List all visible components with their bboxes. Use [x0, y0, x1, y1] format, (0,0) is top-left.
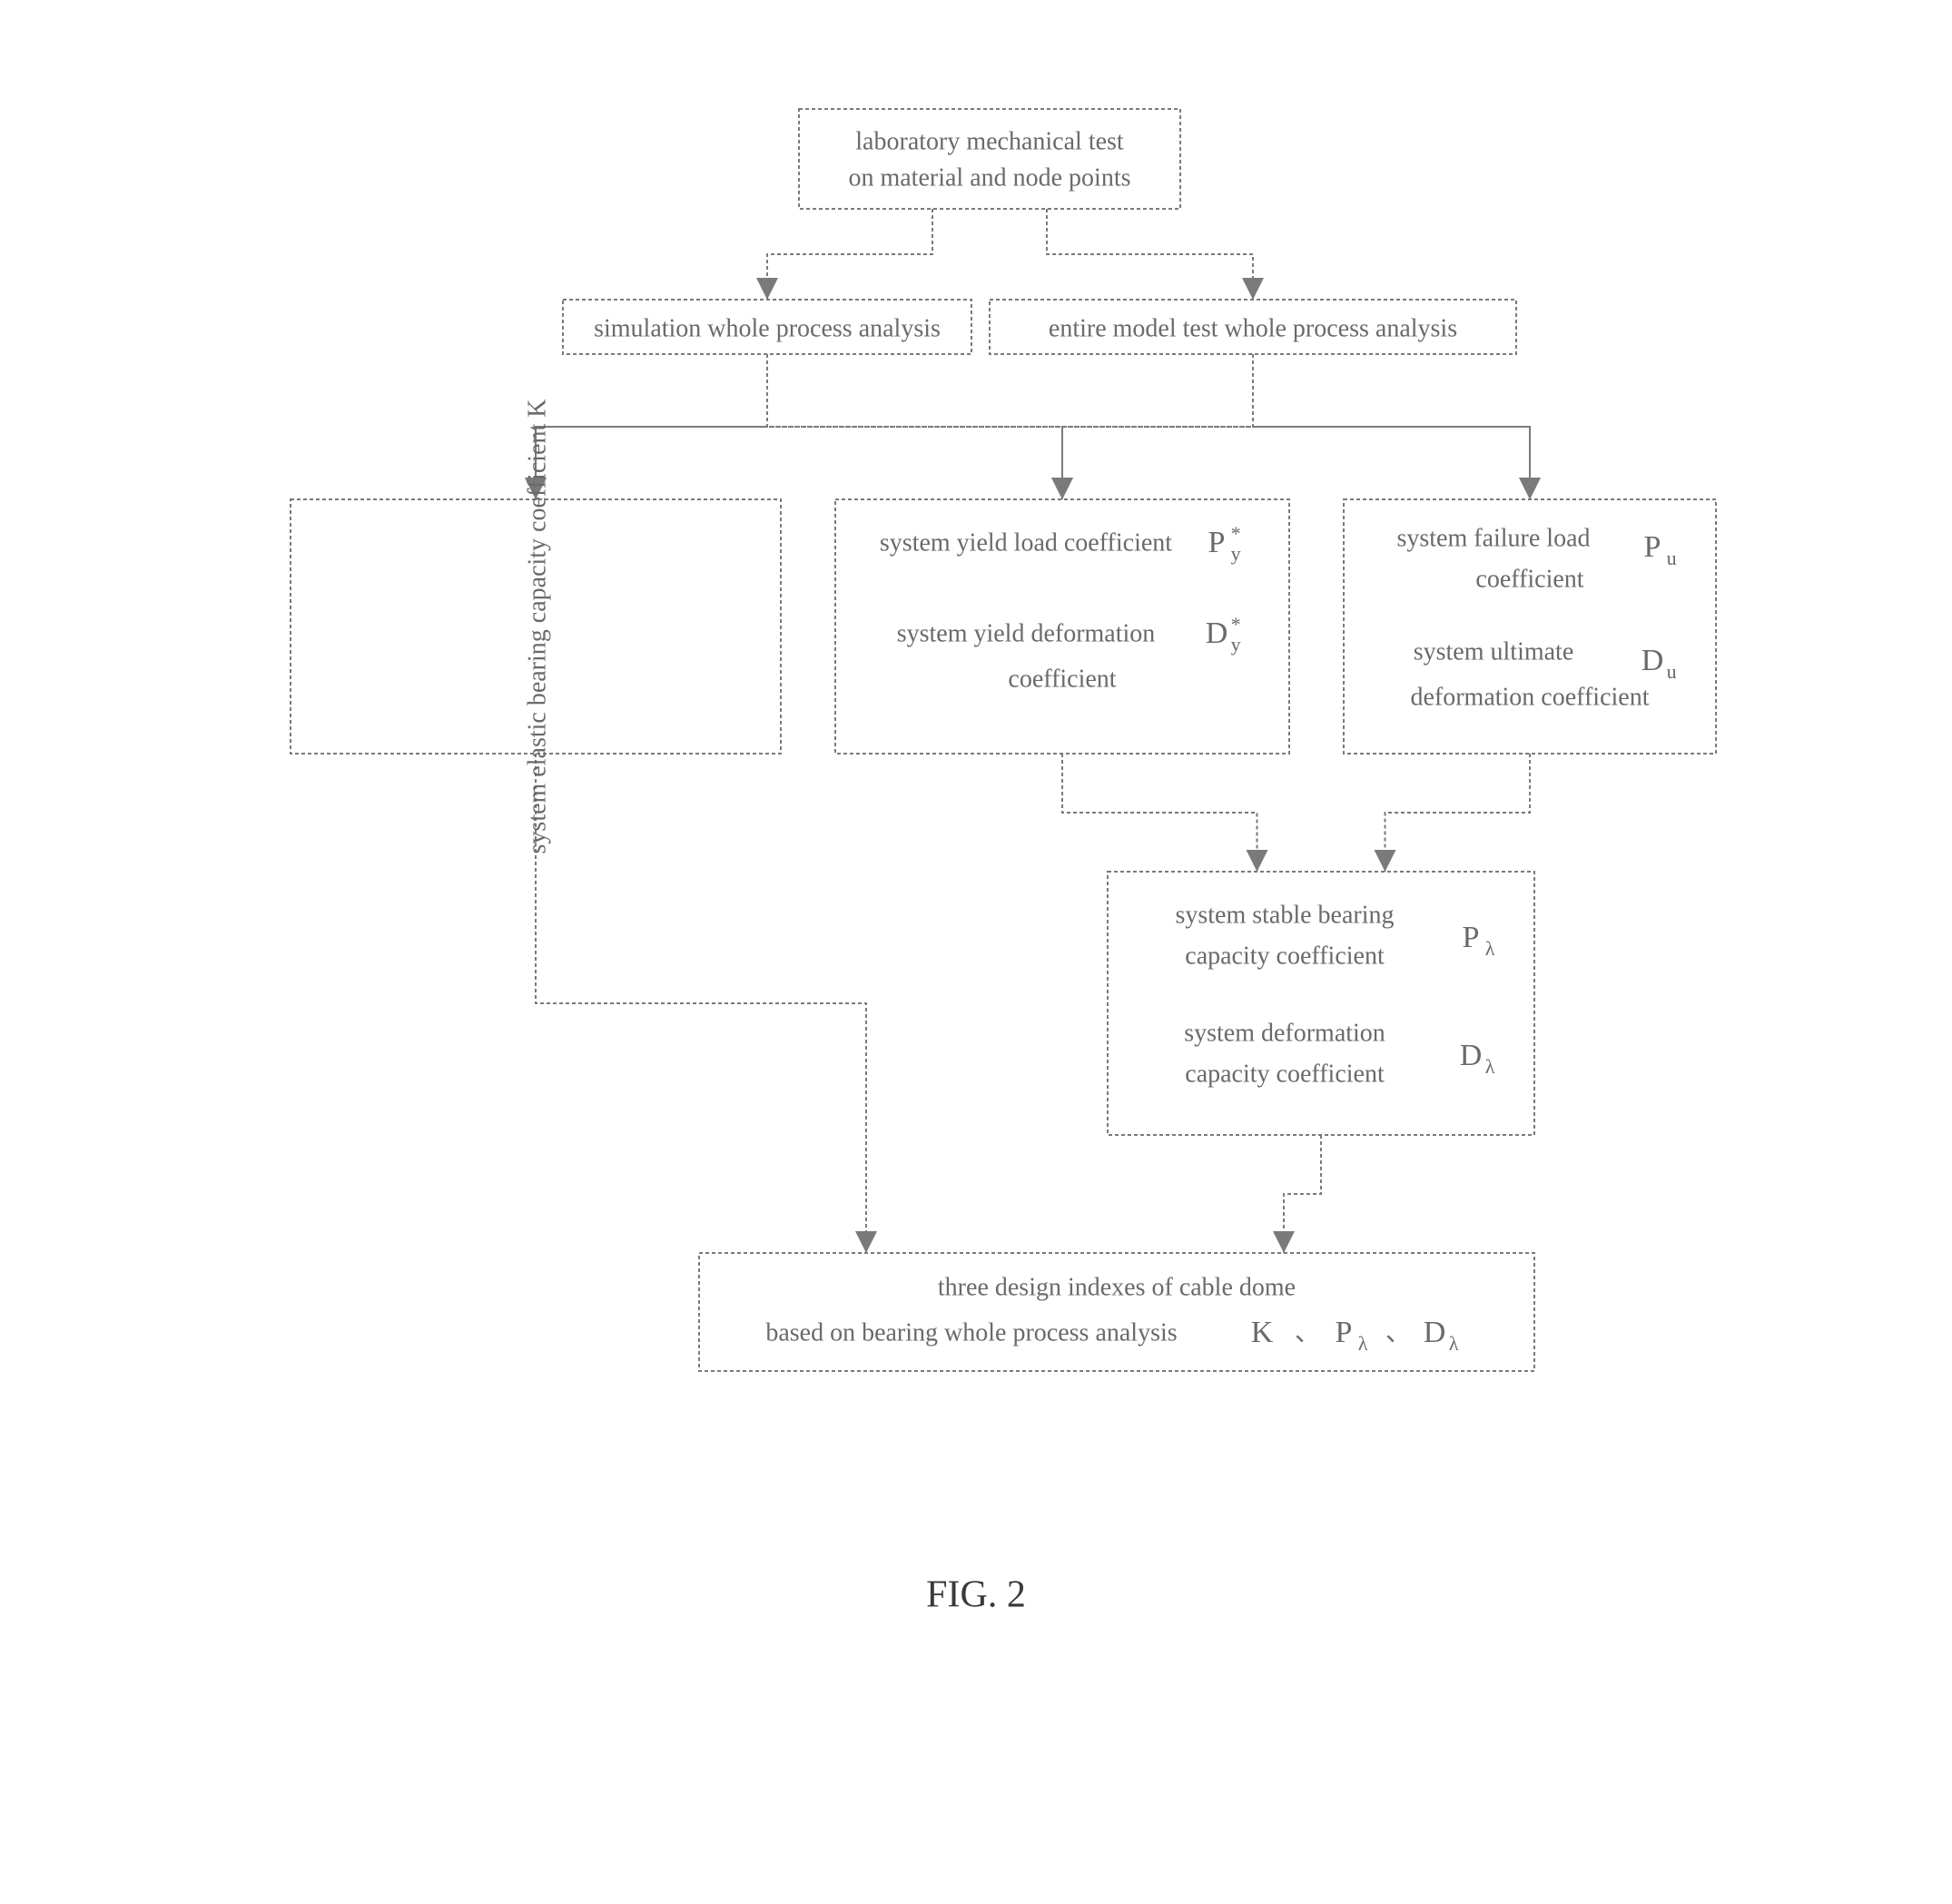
figure-label: FIG. 2 [926, 1574, 1026, 1616]
arrow-head [1519, 478, 1541, 499]
labels.E.l2: based on bearing whole process analysis [765, 1318, 1177, 1347]
svg-text:λ: λ [1485, 937, 1495, 960]
labels.C2.l2: system yield deformation [897, 619, 1156, 647]
svg-text:D: D [1206, 617, 1228, 650]
arrow-head [1247, 850, 1268, 872]
sym-C2-P: P*y [1208, 522, 1241, 565]
svg-text:P: P [1463, 921, 1480, 954]
labels.C2.l1: system yield load coefficient [880, 528, 1172, 557]
arrow-head [1375, 850, 1396, 872]
connector [536, 754, 866, 1253]
labels.B1.l1: simulation whole process analysis [594, 314, 941, 342]
labels.C3.l2: coefficient [1475, 565, 1583, 593]
svg-text:D: D [1641, 644, 1664, 677]
arrow-head [756, 278, 778, 300]
svg-text:y: y [1231, 633, 1241, 656]
svg-text:u: u [1667, 547, 1677, 569]
sym-E-K: K [1251, 1316, 1274, 1349]
arrow-head [1242, 278, 1264, 300]
sym-E-P: Pλ [1336, 1316, 1368, 1355]
sym-C3-D: Du [1641, 644, 1677, 683]
svg-text:P: P [1336, 1316, 1353, 1349]
sym-D-P: Pλ [1463, 921, 1495, 960]
labels.D.l4: capacity coefficient [1185, 1060, 1385, 1088]
svg-text:u: u [1667, 660, 1677, 683]
labels.D.l1: system stable bearing [1175, 901, 1394, 929]
connector [1047, 209, 1253, 300]
arrow-head [1273, 1231, 1295, 1253]
labels.C3.l1: system failure load [1396, 524, 1590, 552]
svg-text:λ: λ [1358, 1332, 1368, 1355]
arrow-head [855, 1231, 877, 1253]
labels.C3.l3: system ultimate [1414, 637, 1574, 666]
svg-text:K: K [1251, 1316, 1274, 1349]
svg-text:y: y [1231, 542, 1241, 565]
box-A [799, 109, 1180, 209]
svg-text:λ: λ [1449, 1332, 1459, 1355]
svg-text:P: P [1644, 530, 1661, 564]
sym-E-D: Dλ [1424, 1316, 1459, 1355]
box-E [699, 1253, 1534, 1371]
arrow-head [1051, 478, 1073, 499]
svg-text:D: D [1424, 1316, 1446, 1349]
connector [1062, 754, 1257, 872]
labels.D.l3: system deformation [1184, 1019, 1385, 1047]
svg-text:λ: λ [1485, 1055, 1495, 1078]
labels.A.l2: on material and node points [848, 163, 1130, 192]
labels.D.l2: capacity coefficient [1185, 942, 1385, 970]
labels.E.sep2: 、 [1385, 1318, 1411, 1347]
svg-text:D: D [1460, 1039, 1483, 1072]
labels.B2.l1: entire model test whole process analysis [1049, 314, 1457, 342]
labels.E.l1: three design indexes of cable dome [938, 1273, 1296, 1301]
labels.A.l1: laboratory mechanical test [855, 127, 1124, 155]
labels.C3.l4: deformation coefficient [1410, 683, 1649, 711]
labels.C2.l3: coefficient [1008, 665, 1116, 693]
svg-text:P: P [1208, 526, 1226, 559]
connector [1385, 754, 1531, 872]
labels.C1.l1: system elastic bearing capacity coeffici… [523, 400, 551, 854]
c1-group: system elastic bearing capacity coeffici… [523, 400, 551, 854]
sym-C3-P: Pu [1644, 530, 1677, 569]
labels.E.sep1: 、 [1295, 1318, 1320, 1347]
connector [767, 209, 932, 300]
sym-C2-D: D*y [1206, 613, 1241, 656]
sym-D-D: Dλ [1460, 1039, 1495, 1078]
